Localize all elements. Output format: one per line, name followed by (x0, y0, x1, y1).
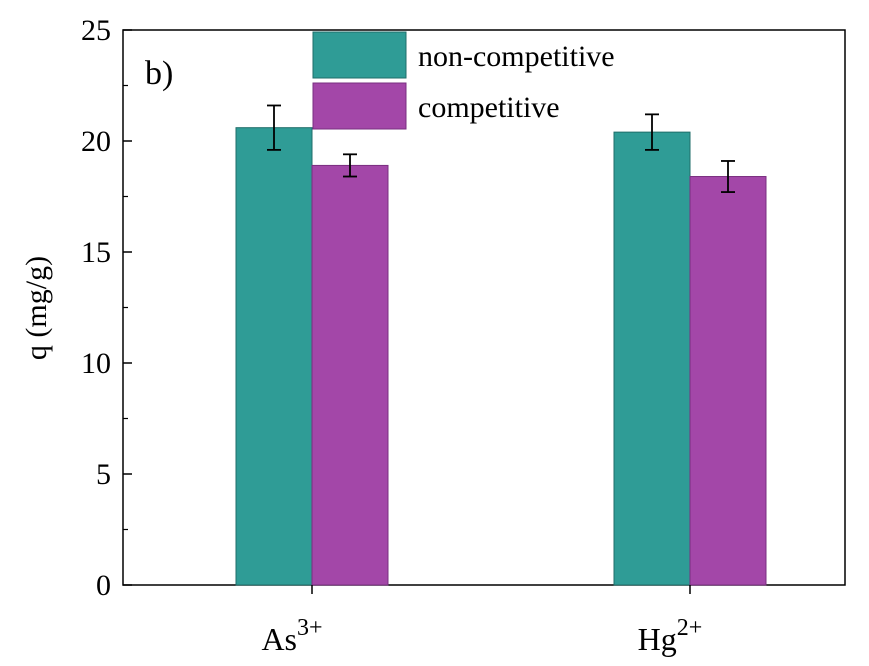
legend-swatch (312, 82, 407, 130)
bar (311, 164, 389, 586)
bars (235, 127, 767, 586)
error-bars (267, 104, 735, 193)
legend-label: competitive (418, 91, 560, 124)
legend-swatch (312, 31, 407, 79)
y-axis-label: q (mg/g) (20, 256, 53, 360)
legend: non-competitive competitive (312, 31, 615, 130)
y-tick-label: 5 (96, 458, 111, 491)
bar (689, 176, 767, 586)
y-tick-label: 20 (81, 125, 111, 158)
bar (613, 131, 691, 586)
x-tick-label: As3+ (261, 615, 322, 657)
panel-label: b) (145, 55, 173, 92)
y-tick-label: 15 (81, 236, 111, 269)
x-axis: As3+ Hg2+ (261, 585, 702, 657)
y-axis: 0 5 10 15 20 25 (81, 14, 132, 602)
y-tick-label: 10 (81, 347, 111, 380)
legend-label: non-competitive (418, 40, 615, 73)
y-tick-label: 25 (81, 14, 111, 47)
bar (235, 127, 313, 586)
y-tick-label: 0 (96, 569, 111, 602)
x-tick-label: Hg2+ (638, 615, 703, 657)
